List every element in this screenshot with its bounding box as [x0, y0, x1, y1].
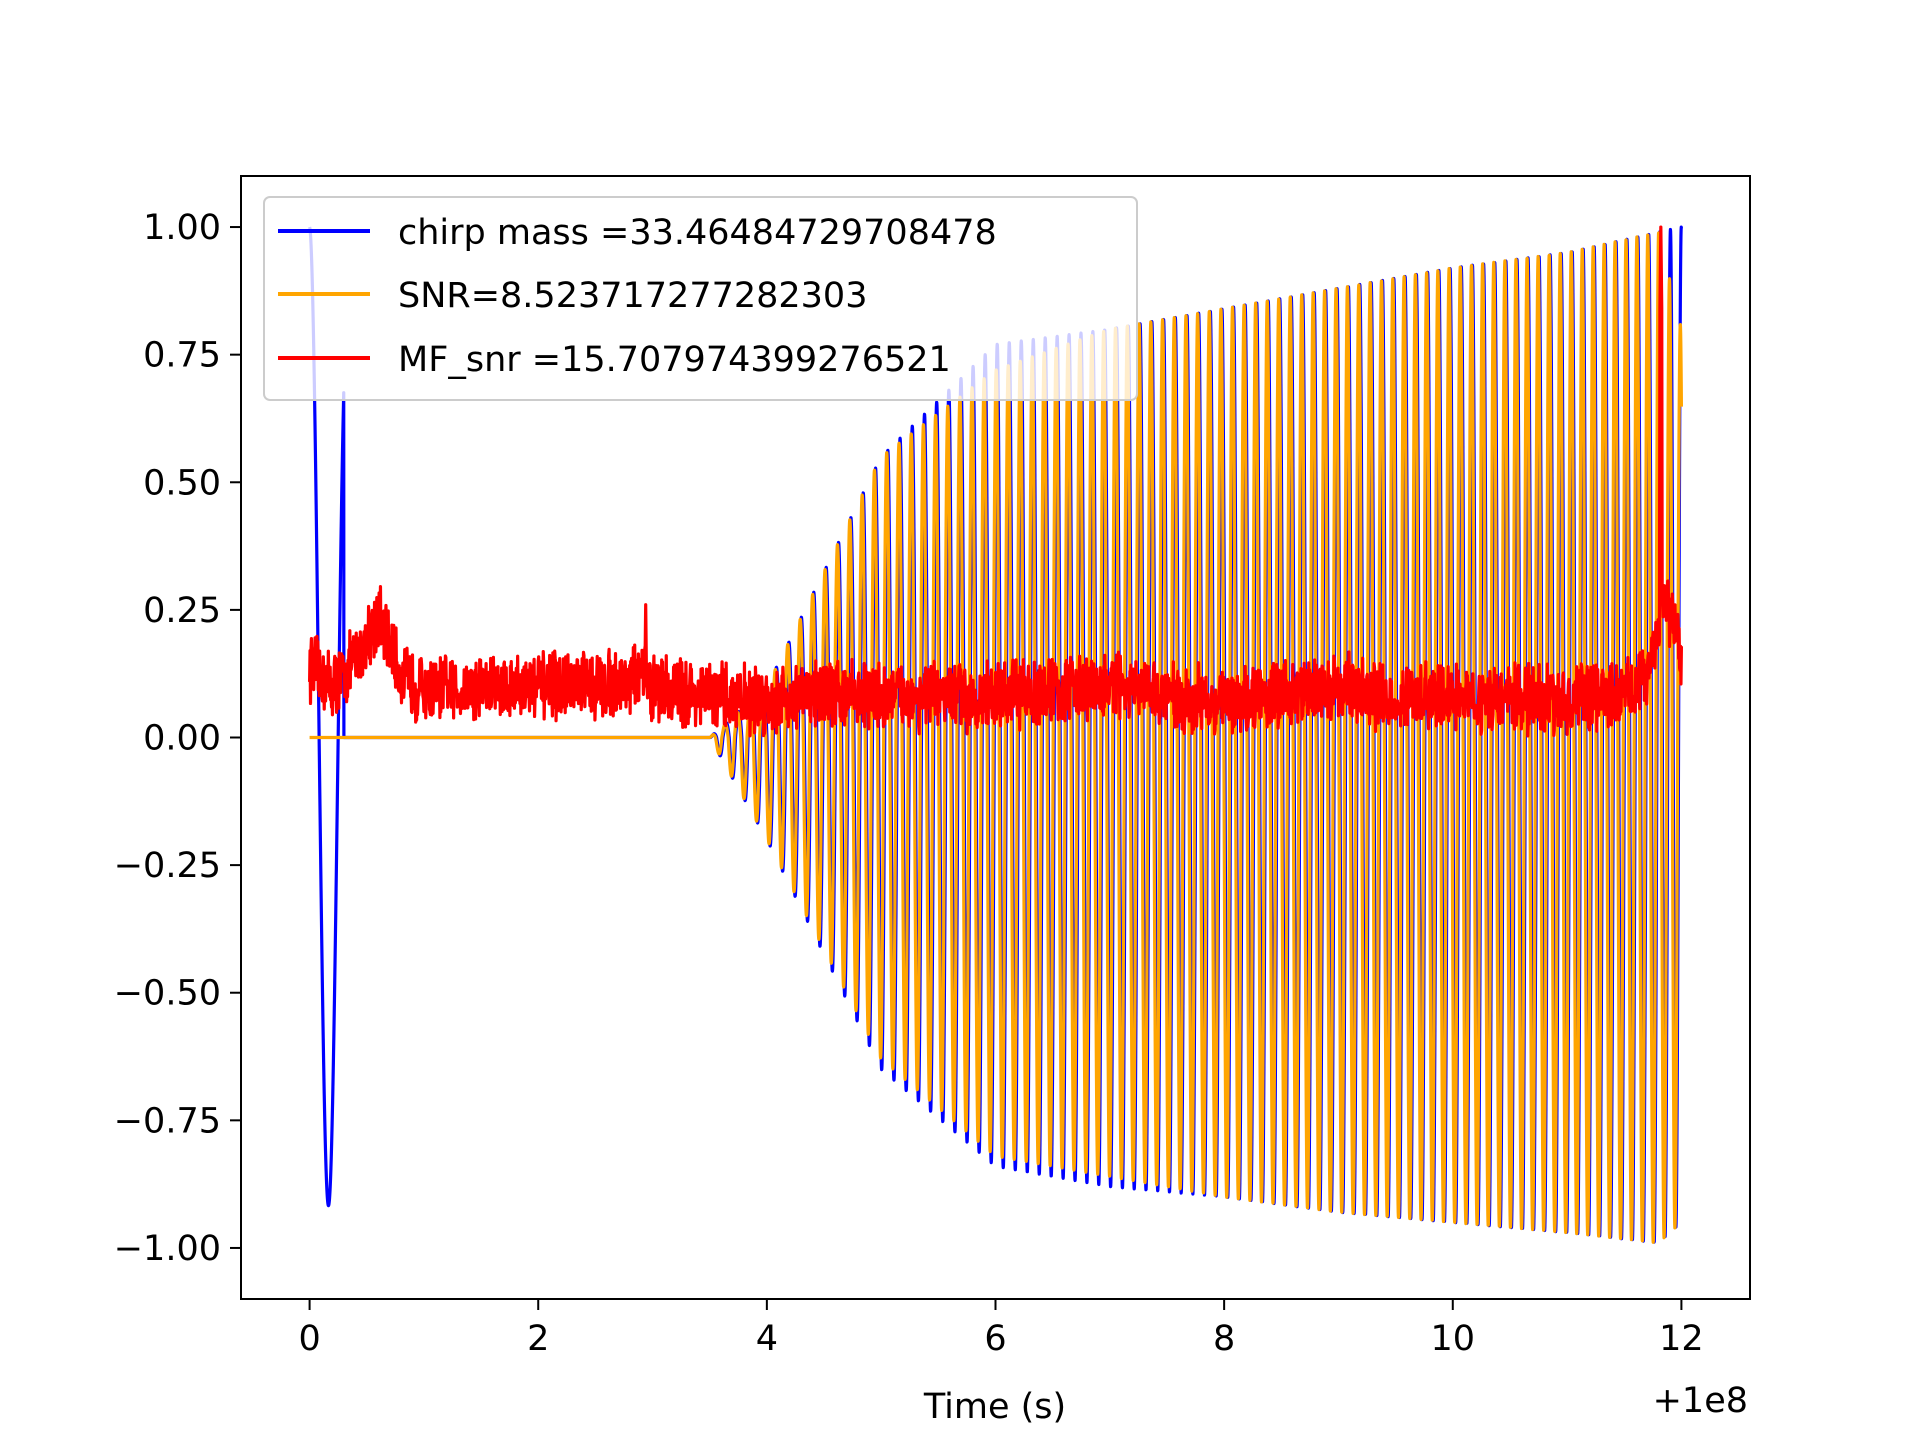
x-tick-label-8: 8: [1213, 1319, 1235, 1359]
y-tick-label-2: 0.50: [143, 463, 221, 503]
x-tick-label-12: 12: [1659, 1319, 1704, 1359]
legend-label-chirp-mass: chirp mass =33.46484729708478: [398, 213, 997, 253]
y-tick-label-1: 0.75: [143, 336, 221, 376]
x-tick-label-10: 10: [1430, 1319, 1475, 1359]
y-tick-label-7: −0.75: [114, 1101, 221, 1141]
y-axis: 1.00 0.75 0.50 0.25 0.00 −0.25 −0.50 −0.75 −1.00: [114, 208, 241, 1269]
series-line-mf-snr: [307, 225, 1684, 738]
x-tick-label-2: 2: [527, 1319, 549, 1359]
x-tick-label-0: 0: [298, 1319, 320, 1359]
legend-label-mf-snr: MF_snr =15.707974399276521: [398, 340, 951, 380]
x-axis: 0 2 4 6 8 10 12: [298, 1299, 1704, 1359]
x-offset-label: +1e8: [1653, 1381, 1748, 1421]
y-tick-label-3: 0.25: [143, 591, 221, 631]
x-tick-label-6: 6: [984, 1319, 1006, 1359]
y-tick-label-0: 1.00: [143, 208, 221, 248]
y-tick-label-8: −1.00: [114, 1229, 221, 1269]
legend: chirp mass =33.46484729708478 SNR=8.5237…: [263, 196, 1138, 401]
x-axis-label: Time (s): [923, 1387, 1066, 1427]
y-tick-label-4: 0.00: [143, 719, 221, 759]
x-tick-label-4: 4: [756, 1319, 778, 1359]
legend-label-snr: SNR=8.523717277282303: [398, 276, 867, 316]
y-tick-label-6: −0.50: [114, 974, 221, 1014]
legend-box: [263, 196, 1138, 401]
y-tick-label-5: −0.25: [114, 846, 221, 886]
